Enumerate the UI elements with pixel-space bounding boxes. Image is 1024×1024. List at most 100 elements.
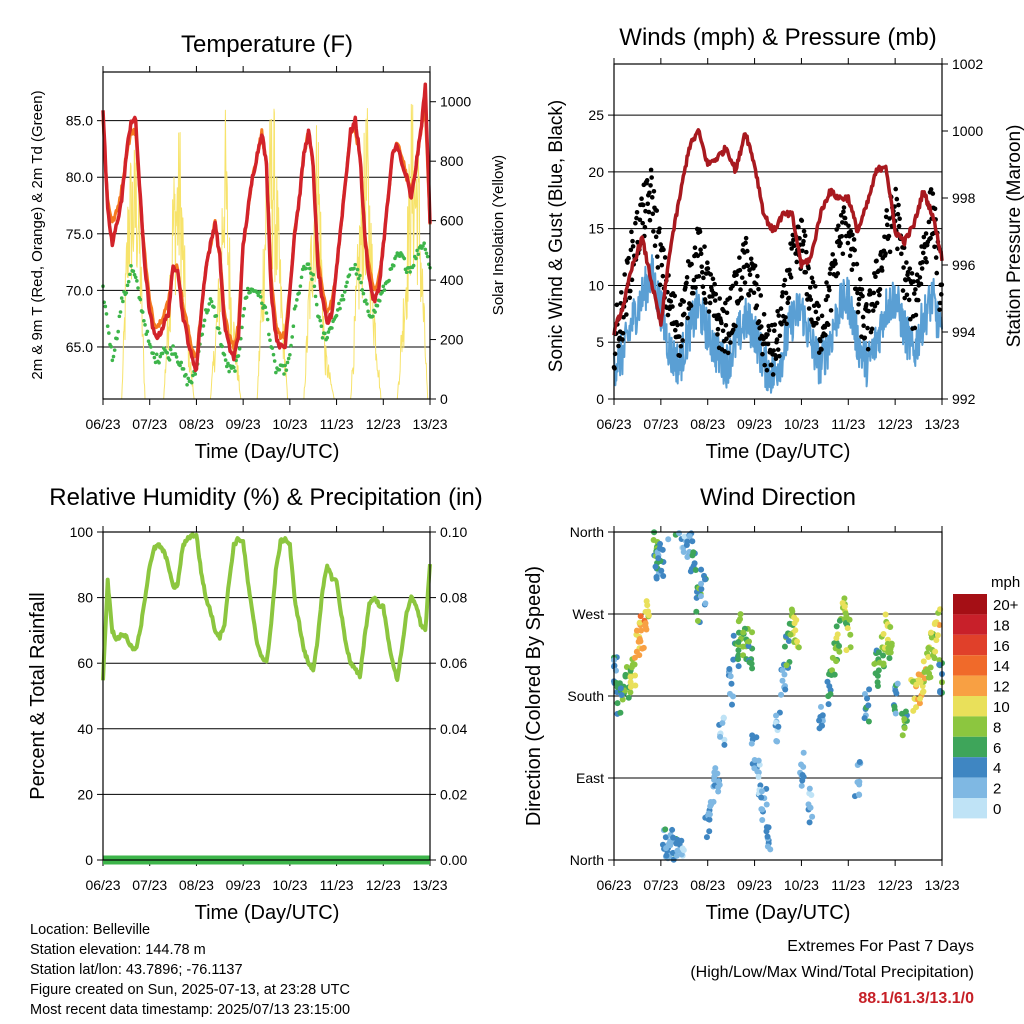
direction-point bbox=[917, 695, 924, 702]
dewpoint-point bbox=[340, 293, 345, 298]
temperature-ylabel-left: 2m & 9m T (Red, Orange) & 2m Td (Green) bbox=[29, 90, 46, 379]
gust-point bbox=[700, 284, 706, 290]
gust-point bbox=[752, 263, 758, 269]
gust-point bbox=[728, 340, 733, 345]
direction-point bbox=[920, 658, 927, 665]
y-tick-label: 40 bbox=[77, 721, 93, 737]
gust-point bbox=[759, 324, 764, 329]
gust-point bbox=[628, 288, 633, 294]
gust-point bbox=[913, 312, 919, 318]
direction-point bbox=[773, 712, 780, 719]
legend-title: mph bbox=[991, 574, 1020, 591]
gust-point bbox=[842, 215, 848, 221]
y-tick-label: 65.0 bbox=[66, 339, 93, 355]
direction-point bbox=[839, 600, 846, 607]
gust-point bbox=[909, 271, 915, 276]
y2-tick-label: 200 bbox=[440, 332, 464, 348]
gust-point bbox=[691, 277, 697, 283]
gust-point bbox=[780, 290, 785, 295]
direction-point bbox=[650, 537, 657, 544]
gust-point bbox=[771, 328, 777, 334]
gust-point bbox=[654, 208, 660, 213]
pressure-line bbox=[612, 128, 944, 336]
gust-point bbox=[648, 167, 654, 173]
dewpoint-point bbox=[263, 305, 268, 310]
x-tick-label: 07/23 bbox=[132, 877, 167, 893]
direction-point bbox=[740, 629, 747, 636]
dewpoint-point bbox=[115, 336, 119, 341]
gust-point bbox=[906, 297, 912, 303]
gust-point bbox=[773, 356, 779, 362]
gust-point bbox=[901, 265, 906, 270]
legend-swatch bbox=[953, 798, 987, 819]
direction-point bbox=[702, 600, 709, 607]
location-text: Location: Belleville bbox=[30, 922, 151, 938]
direction-point bbox=[632, 672, 639, 679]
dewpoint-point bbox=[125, 283, 130, 288]
direction-point bbox=[927, 629, 934, 636]
legend-swatch bbox=[953, 757, 987, 778]
direction-point bbox=[617, 709, 624, 716]
gust-point bbox=[622, 272, 627, 277]
direction-point bbox=[829, 667, 836, 674]
gust-point bbox=[707, 300, 713, 306]
direction-point bbox=[936, 661, 943, 668]
gust-point bbox=[850, 232, 855, 238]
gust-point bbox=[778, 306, 784, 311]
dewpoint-point bbox=[318, 318, 323, 323]
x-tick-label: 12/23 bbox=[878, 416, 913, 432]
dewpoint-point bbox=[128, 272, 132, 277]
direction-point bbox=[798, 782, 805, 789]
dewpoint-point bbox=[152, 355, 157, 360]
direction-point bbox=[684, 538, 691, 545]
gust-point bbox=[696, 274, 702, 279]
gust-point bbox=[633, 220, 638, 226]
dewpoint-point bbox=[264, 311, 269, 315]
gust-point bbox=[620, 337, 625, 342]
legend-swatch bbox=[953, 655, 987, 676]
dewpoint-point bbox=[186, 376, 191, 381]
dewpoint-point bbox=[338, 306, 342, 311]
dewpoint-point bbox=[377, 299, 382, 303]
direction-point bbox=[728, 680, 735, 687]
direction-point bbox=[706, 828, 713, 835]
direction-point bbox=[633, 648, 640, 655]
gust-point bbox=[701, 290, 707, 296]
gust-point bbox=[649, 195, 655, 200]
timestamp-text: Most recent data timestamp: 2025/07/13 2… bbox=[30, 1002, 351, 1018]
direction-point bbox=[698, 585, 705, 592]
x-tick-label: 06/23 bbox=[596, 416, 631, 432]
direction-point bbox=[836, 648, 843, 655]
gust-point bbox=[689, 261, 694, 267]
gust-point bbox=[713, 291, 719, 297]
y-tick-label: South bbox=[567, 688, 604, 704]
y2-tick-label: 1000 bbox=[952, 123, 983, 139]
gust-point bbox=[802, 233, 808, 238]
gust-point bbox=[818, 338, 823, 344]
winds-panel: Winds (mph) & Pressure (mb) 0 5 10 15 20 25 99… bbox=[546, 24, 1024, 463]
direction-point bbox=[631, 661, 638, 668]
dewpoint-point bbox=[382, 288, 387, 292]
direction-point bbox=[846, 616, 853, 623]
direction-point bbox=[694, 617, 701, 624]
gust-point bbox=[760, 351, 765, 357]
gust-point bbox=[715, 332, 720, 337]
direction-point bbox=[716, 781, 723, 788]
x-tick-label: 12/23 bbox=[878, 877, 913, 893]
gust-point bbox=[846, 223, 851, 229]
gust-point bbox=[884, 222, 890, 228]
dewpoint-point bbox=[360, 288, 365, 292]
direction-title: Wind Direction bbox=[700, 484, 856, 511]
x-tick-label: 11/23 bbox=[320, 877, 354, 893]
direction-point bbox=[623, 663, 630, 670]
gust-point bbox=[913, 287, 918, 292]
direction-point bbox=[902, 708, 909, 715]
direction-point bbox=[657, 540, 664, 547]
direction-point bbox=[627, 689, 634, 696]
gust-point bbox=[911, 279, 916, 284]
dewpoint-point bbox=[193, 372, 198, 376]
gust-point bbox=[781, 283, 787, 288]
direction-point bbox=[787, 631, 794, 638]
direction-point bbox=[808, 791, 815, 798]
dewpoint-point bbox=[185, 382, 189, 387]
